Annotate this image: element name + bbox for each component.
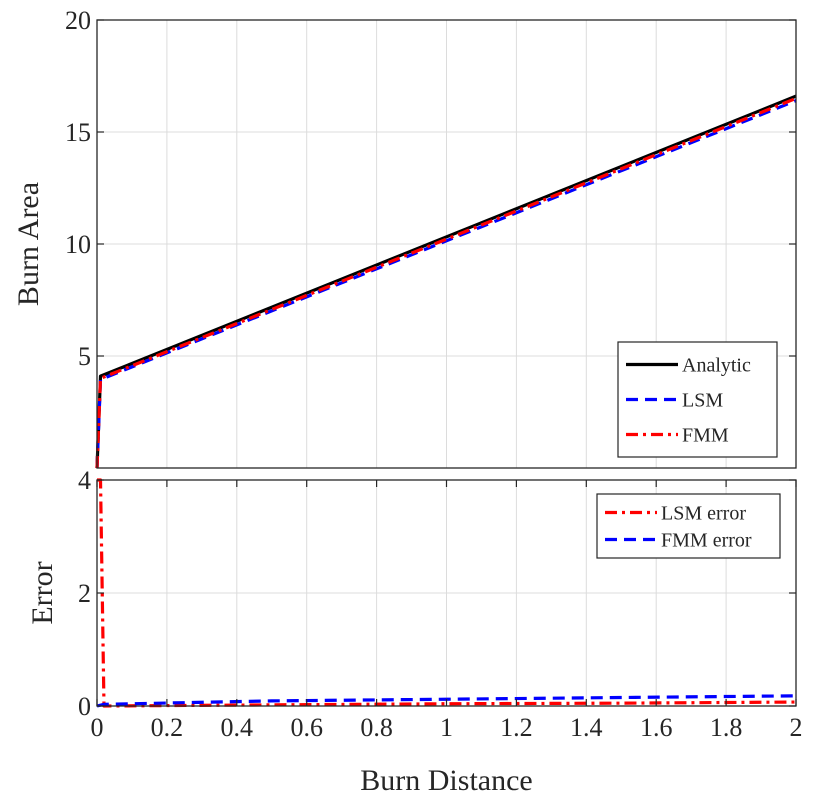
bot-legend-label-0: LSM error (661, 503, 746, 525)
x-tick-label-10: 2 (790, 713, 803, 742)
top-y-tick-label-0: 5 (78, 342, 91, 371)
error-legend: LSM error FMM error (596, 493, 781, 559)
top-y-tick-label-2: 15 (65, 118, 91, 147)
top-y-tick-label-3: 20 (65, 6, 91, 35)
burn-area-panel: 5 10 15 20 Burn Area Analytic LSM FMM (12, 6, 797, 469)
top-legend-label-2: FMM (682, 425, 729, 447)
burn-area-y-ticks: 5 10 15 20 (65, 6, 796, 371)
x-tick-label-1: 0.2 (151, 713, 184, 742)
x-tick-label-2: 0.4 (221, 713, 254, 742)
bot-y-tick-label-1: 2 (78, 579, 91, 608)
top-legend-box (617, 341, 778, 458)
burn-distance-x-ticks: 0 0.2 0.4 0.6 0.8 1 1.2 1.4 1.6 1.8 2 (91, 480, 803, 742)
top-legend-label-1: LSM (682, 390, 723, 412)
burn-distance-x-axis-label: Burn Distance (360, 764, 532, 797)
top-y-tick-label-1: 10 (65, 230, 91, 259)
bot-y-tick-label-0: 0 (78, 692, 91, 721)
burn-area-legend: Analytic LSM FMM (617, 341, 778, 458)
x-tick-label-0: 0 (91, 713, 104, 742)
error-y-axis-label: Error (26, 561, 59, 624)
burn-area-series (95, 94, 797, 469)
top-series-fmm (95, 96, 797, 469)
x-tick-label-4: 0.8 (360, 713, 393, 742)
burn-area-y-axis-label: Burn Area (12, 182, 45, 306)
x-tick-label-5: 1 (440, 713, 453, 742)
x-tick-label-8: 1.6 (640, 713, 673, 742)
bot-series-fmm-error (96, 694, 797, 708)
error-panel: 0 2 4 0 0.2 0.4 0.6 0.8 1 1.2 1.4 1.6 1.8 2 Error Bu… (26, 466, 803, 797)
x-tick-label-9: 1.8 (710, 713, 743, 742)
x-tick-label-3: 0.6 (290, 713, 323, 742)
bot-legend-label-1: FMM error (661, 530, 752, 552)
x-tick-label-7: 1.4 (570, 713, 603, 742)
top-legend-label-0: Analytic (682, 355, 751, 377)
bot-legend-box (596, 493, 781, 559)
error-y-ticks: 0 2 4 (78, 466, 796, 721)
bot-y-tick-label-2: 4 (78, 466, 91, 495)
x-tick-label-6: 1.2 (500, 713, 533, 742)
